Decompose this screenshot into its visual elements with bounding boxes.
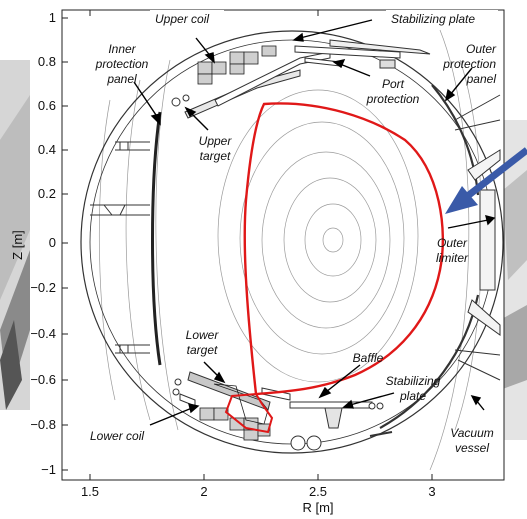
photo-fragment-right (500, 120, 527, 440)
label-inner-protection-1: Inner (108, 42, 136, 56)
label-stabilizing-plate-bottom-2: plate (399, 389, 426, 403)
xtick-label: 2 (200, 484, 207, 499)
photo-fragment-left (0, 60, 30, 410)
outer-limiter (467, 149, 501, 336)
label-lower-target-1: Lower (186, 328, 220, 342)
ytick-label: −0.2 (30, 280, 56, 295)
label-inner-protection-3: panel (106, 72, 137, 86)
inner-protection-panel (151, 111, 162, 366)
xtick-label: 1.5 (81, 484, 99, 499)
ytick-label: 0.4 (38, 142, 56, 157)
xtick-label: 2.5 (309, 484, 327, 499)
label-outer-protection-1: Outer (466, 42, 497, 56)
label-upper-target-2: target (200, 149, 231, 163)
upper-coil (197, 45, 277, 85)
label-stabilizing-plate-bottom-1: Stabilizing (386, 374, 441, 388)
ytick-label: −0.8 (30, 417, 56, 432)
label-port-protection-1: Port (382, 77, 405, 91)
ytick-label: −1 (41, 462, 56, 477)
inner-supports (90, 141, 150, 354)
x-tick-labels: 1.5 2 2.5 3 (81, 484, 436, 499)
port-outline (454, 94, 501, 381)
divertor-leg (224, 392, 274, 434)
label-vacuum-vessel-2: vessel (455, 441, 489, 455)
y-tick-labels: 1 0.8 0.6 0.4 0.2 0 −0.2 −0.4 −0.6 −0.8 … (30, 10, 56, 477)
ytick-label: 0.8 (38, 54, 56, 69)
ytick-label: −0.6 (30, 372, 56, 387)
xtick-label: 3 (428, 484, 435, 499)
label-inner-protection-2: protection (95, 57, 149, 71)
y-axis-label: Z [m] (10, 230, 25, 260)
label-outer-protection-2: protection (442, 57, 496, 71)
label-baffle: Baffle (353, 351, 384, 365)
label-upper-coil: Upper coil (155, 12, 209, 26)
label-outer-limiter-1: Outer (437, 236, 468, 250)
ytick-label: 0.2 (38, 186, 56, 201)
ytick-label: −0.4 (30, 326, 56, 341)
upper-structures (171, 39, 431, 119)
label-backgrounds (150, 10, 498, 26)
annotation-arrows (133, 19, 496, 426)
ytick-label: 0 (49, 235, 56, 250)
blue-overlay-arrow (445, 147, 527, 214)
flux-surfaces (98, 29, 483, 471)
label-lower-coil: Lower coil (90, 429, 144, 443)
label-outer-protection-3: panel (466, 72, 497, 86)
label-outer-limiter-2: limiter (436, 251, 469, 265)
plasma-boundary (243, 102, 445, 396)
label-stabilizing-plate-top: Stabilizing plate (391, 12, 475, 26)
label-port-protection-2: protection (366, 92, 420, 106)
annotation-labels: Upper coil Stabilizing plate Inner prote… (90, 12, 497, 455)
label-upper-target-1: Upper (199, 134, 233, 148)
x-axis-label: R [m] (302, 500, 333, 515)
label-vacuum-vessel-1: Vacuum (450, 426, 494, 440)
ytick-label: 1 (49, 10, 56, 25)
label-lower-target-2: target (187, 343, 218, 357)
ytick-label: 0.6 (38, 98, 56, 113)
